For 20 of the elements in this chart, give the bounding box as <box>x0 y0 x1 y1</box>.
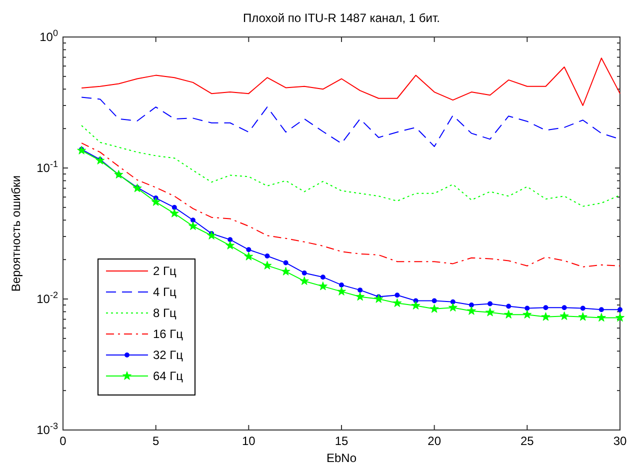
x-tick-label: 15 <box>334 434 348 448</box>
y-tick-label: 10$^{-1}$ <box>36 159 58 175</box>
x-tick-label: 30 <box>613 434 627 448</box>
legend-label: 2 Гц <box>153 264 177 278</box>
x-tick-label: 20 <box>428 434 442 448</box>
legend-label: 16 Гц <box>153 327 184 341</box>
x-axis-title: EbNo <box>326 451 357 465</box>
y-axis-title: Вероятность ошибки <box>9 175 23 292</box>
chart-title: Плохой по ITU-R 1487 канал, 1 бит. <box>243 11 440 25</box>
legend-label: 4 Гц <box>153 285 177 299</box>
legend-label: 64 Гц <box>153 369 184 383</box>
x-tick-label: 25 <box>520 434 534 448</box>
y-tick-label: 10$^{-3}$ <box>36 421 58 437</box>
y-tick-label: 10$^{-2}$ <box>36 290 58 306</box>
x-tick-label: 0 <box>60 434 67 448</box>
legend-label: 8 Гц <box>153 306 177 320</box>
x-tick-label: 5 <box>152 434 160 448</box>
legend-label: 32 Гц <box>153 348 184 362</box>
x-tick-label: 10 <box>242 434 256 448</box>
y-tick-label: 10$^{0}$ <box>40 28 58 44</box>
